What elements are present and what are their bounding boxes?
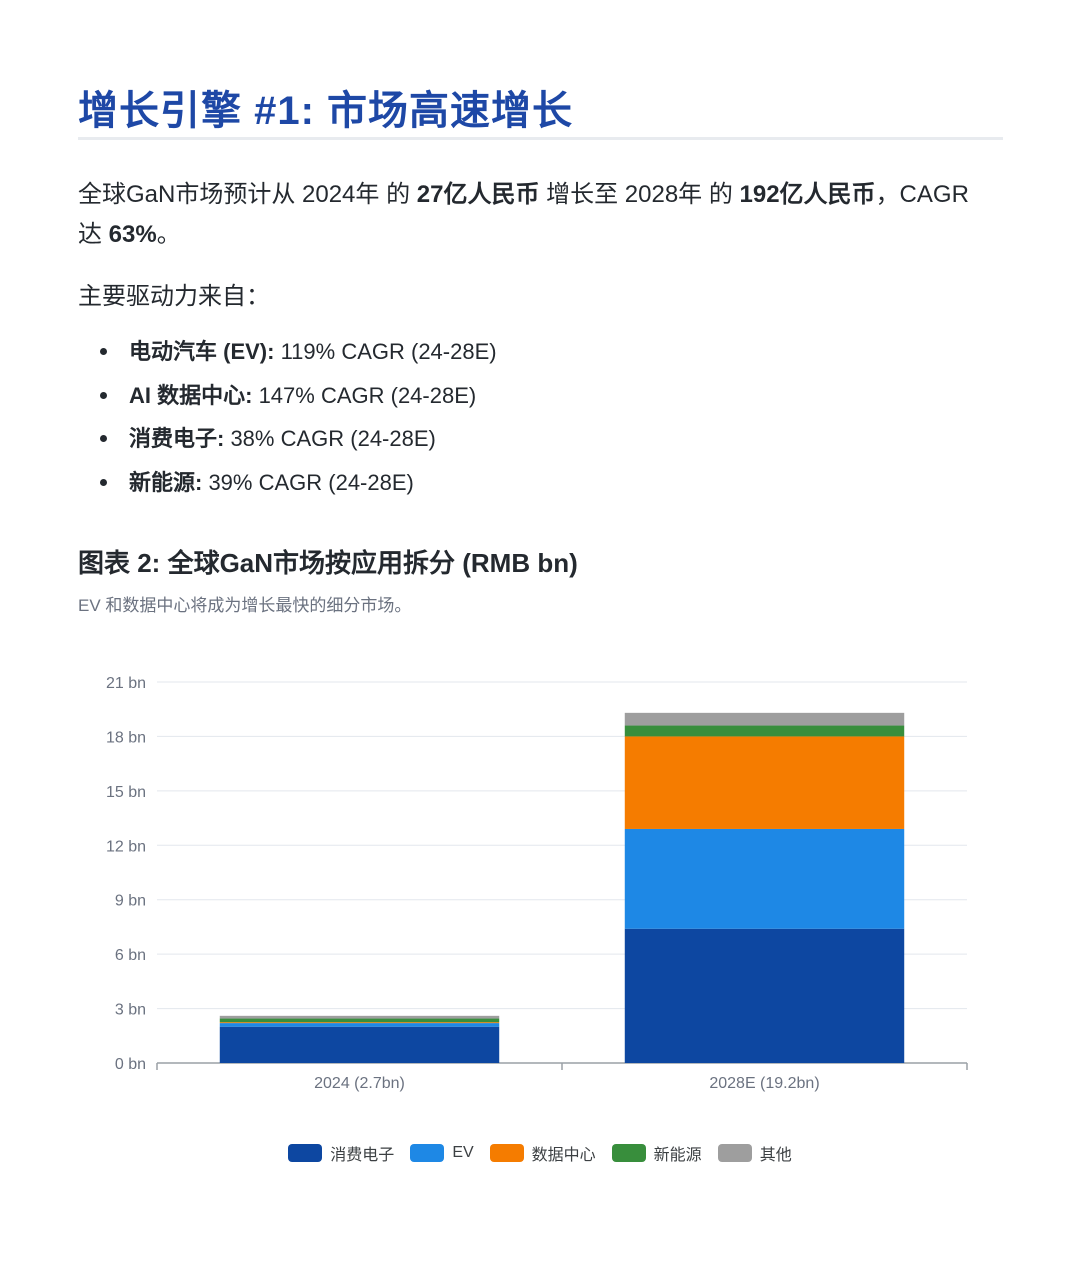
- bar-segment: [219, 1023, 500, 1027]
- legend-swatch: [410, 1144, 445, 1162]
- legend-label: 其他: [759, 1147, 792, 1164]
- drivers-list: 电动汽车 (EV): 119% CAGR (24-28E) AI 数据中心: 1…: [78, 330, 497, 504]
- legend-swatch: [611, 1144, 646, 1162]
- title-divider: [78, 137, 1003, 140]
- y-tick-label: 18 bn: [106, 729, 146, 746]
- driver-value: 147% CAGR (24-28E): [252, 382, 477, 408]
- bar-segment: [624, 712, 905, 726]
- intro-text-3: ，CAGR 达: [78, 181, 969, 248]
- legend-swatch: [489, 1144, 524, 1162]
- bar-segment: [219, 1026, 500, 1063]
- y-tick-label: 6 bn: [115, 947, 146, 964]
- x-tick-label: 2028E (19.2bn): [709, 1075, 819, 1092]
- y-tick-label: 21 bn: [106, 675, 146, 692]
- driver-item-consumer: 消费电子: 38% CAGR (24-28E): [78, 417, 497, 461]
- bar-segment: [624, 725, 905, 737]
- legend-item[interactable]: 新能源: [611, 1141, 702, 1165]
- legend-label: 数据中心: [531, 1147, 596, 1164]
- driver-item-ev: 电动汽车 (EV): 119% CAGR (24-28E): [78, 330, 497, 374]
- page-title: 增长引擎 #1: 市场高速增长: [78, 89, 574, 133]
- y-tick-label: 9 bn: [115, 893, 146, 910]
- intro-cagr-value: 63%: [108, 221, 157, 248]
- x-tick-label: 2024 (2.7bn): [314, 1075, 405, 1092]
- bar-segment: [624, 736, 905, 829]
- intro-text-2: 增长至 2028年 的: [539, 181, 740, 208]
- bar-segment: [624, 928, 905, 1063]
- y-tick-label: 12 bn: [106, 838, 146, 855]
- intro-text-1: 全球GaN市场预计从 2024年 的: [78, 181, 417, 208]
- intro-2028-value: 192亿人民币: [739, 181, 876, 208]
- legend-label: 消费电子: [330, 1147, 395, 1164]
- intro-2024-value: 27亿人民币: [416, 181, 540, 208]
- bar-segment: [624, 828, 905, 929]
- driver-value: 39% CAGR (24-28E): [202, 469, 414, 495]
- legend-swatch: [288, 1144, 323, 1162]
- bar-segment: [219, 1022, 500, 1024]
- y-tick-label: 3 bn: [115, 1002, 146, 1019]
- legend-item[interactable]: 数据中心: [489, 1141, 596, 1165]
- y-tick-label: 15 bn: [106, 784, 146, 801]
- driver-name: 电动汽车 (EV):: [129, 339, 275, 364]
- chart-subtitle: EV 和数据中心将成为增长最快的细分市场。: [78, 596, 412, 615]
- chart-legend: 消费电子 EV 数据中心 新能源 其他: [0, 1141, 1080, 1165]
- y-tick-label: 0 bn: [115, 1056, 146, 1073]
- intro-text-4: 。: [156, 221, 181, 248]
- driver-value: 38% CAGR (24-28E): [224, 426, 436, 451]
- driver-name: 消费电子:: [129, 426, 225, 451]
- driver-item-datacenter: AI 数据中心: 147% CAGR (24-28E): [78, 374, 497, 418]
- legend-item[interactable]: EV: [410, 1141, 474, 1165]
- legend-label: 新能源: [653, 1147, 702, 1164]
- chart-title: 图表 2: 全球GaN市场按应用拆分 (RMB bn): [78, 548, 578, 578]
- legend-item[interactable]: 其他: [717, 1141, 792, 1165]
- bar-segment: [219, 1015, 500, 1019]
- driver-item-renewable: 新能源: 39% CAGR (24-28E): [78, 461, 497, 505]
- intro-paragraph: 全球GaN市场预计从 2024年 的 27亿人民币 增长至 2028年 的 19…: [78, 175, 998, 255]
- legend-item[interactable]: 消费电子: [288, 1141, 394, 1165]
- drivers-label: 主要驱动力来自：: [78, 283, 270, 310]
- legend-label: EV: [452, 1144, 474, 1161]
- driver-value: 119% CAGR (24-28E): [274, 339, 497, 364]
- bar-segment: [219, 1018, 500, 1023]
- driver-name: AI 数据中心:: [129, 382, 253, 408]
- legend-swatch: [717, 1144, 752, 1162]
- driver-name: 新能源:: [129, 469, 203, 495]
